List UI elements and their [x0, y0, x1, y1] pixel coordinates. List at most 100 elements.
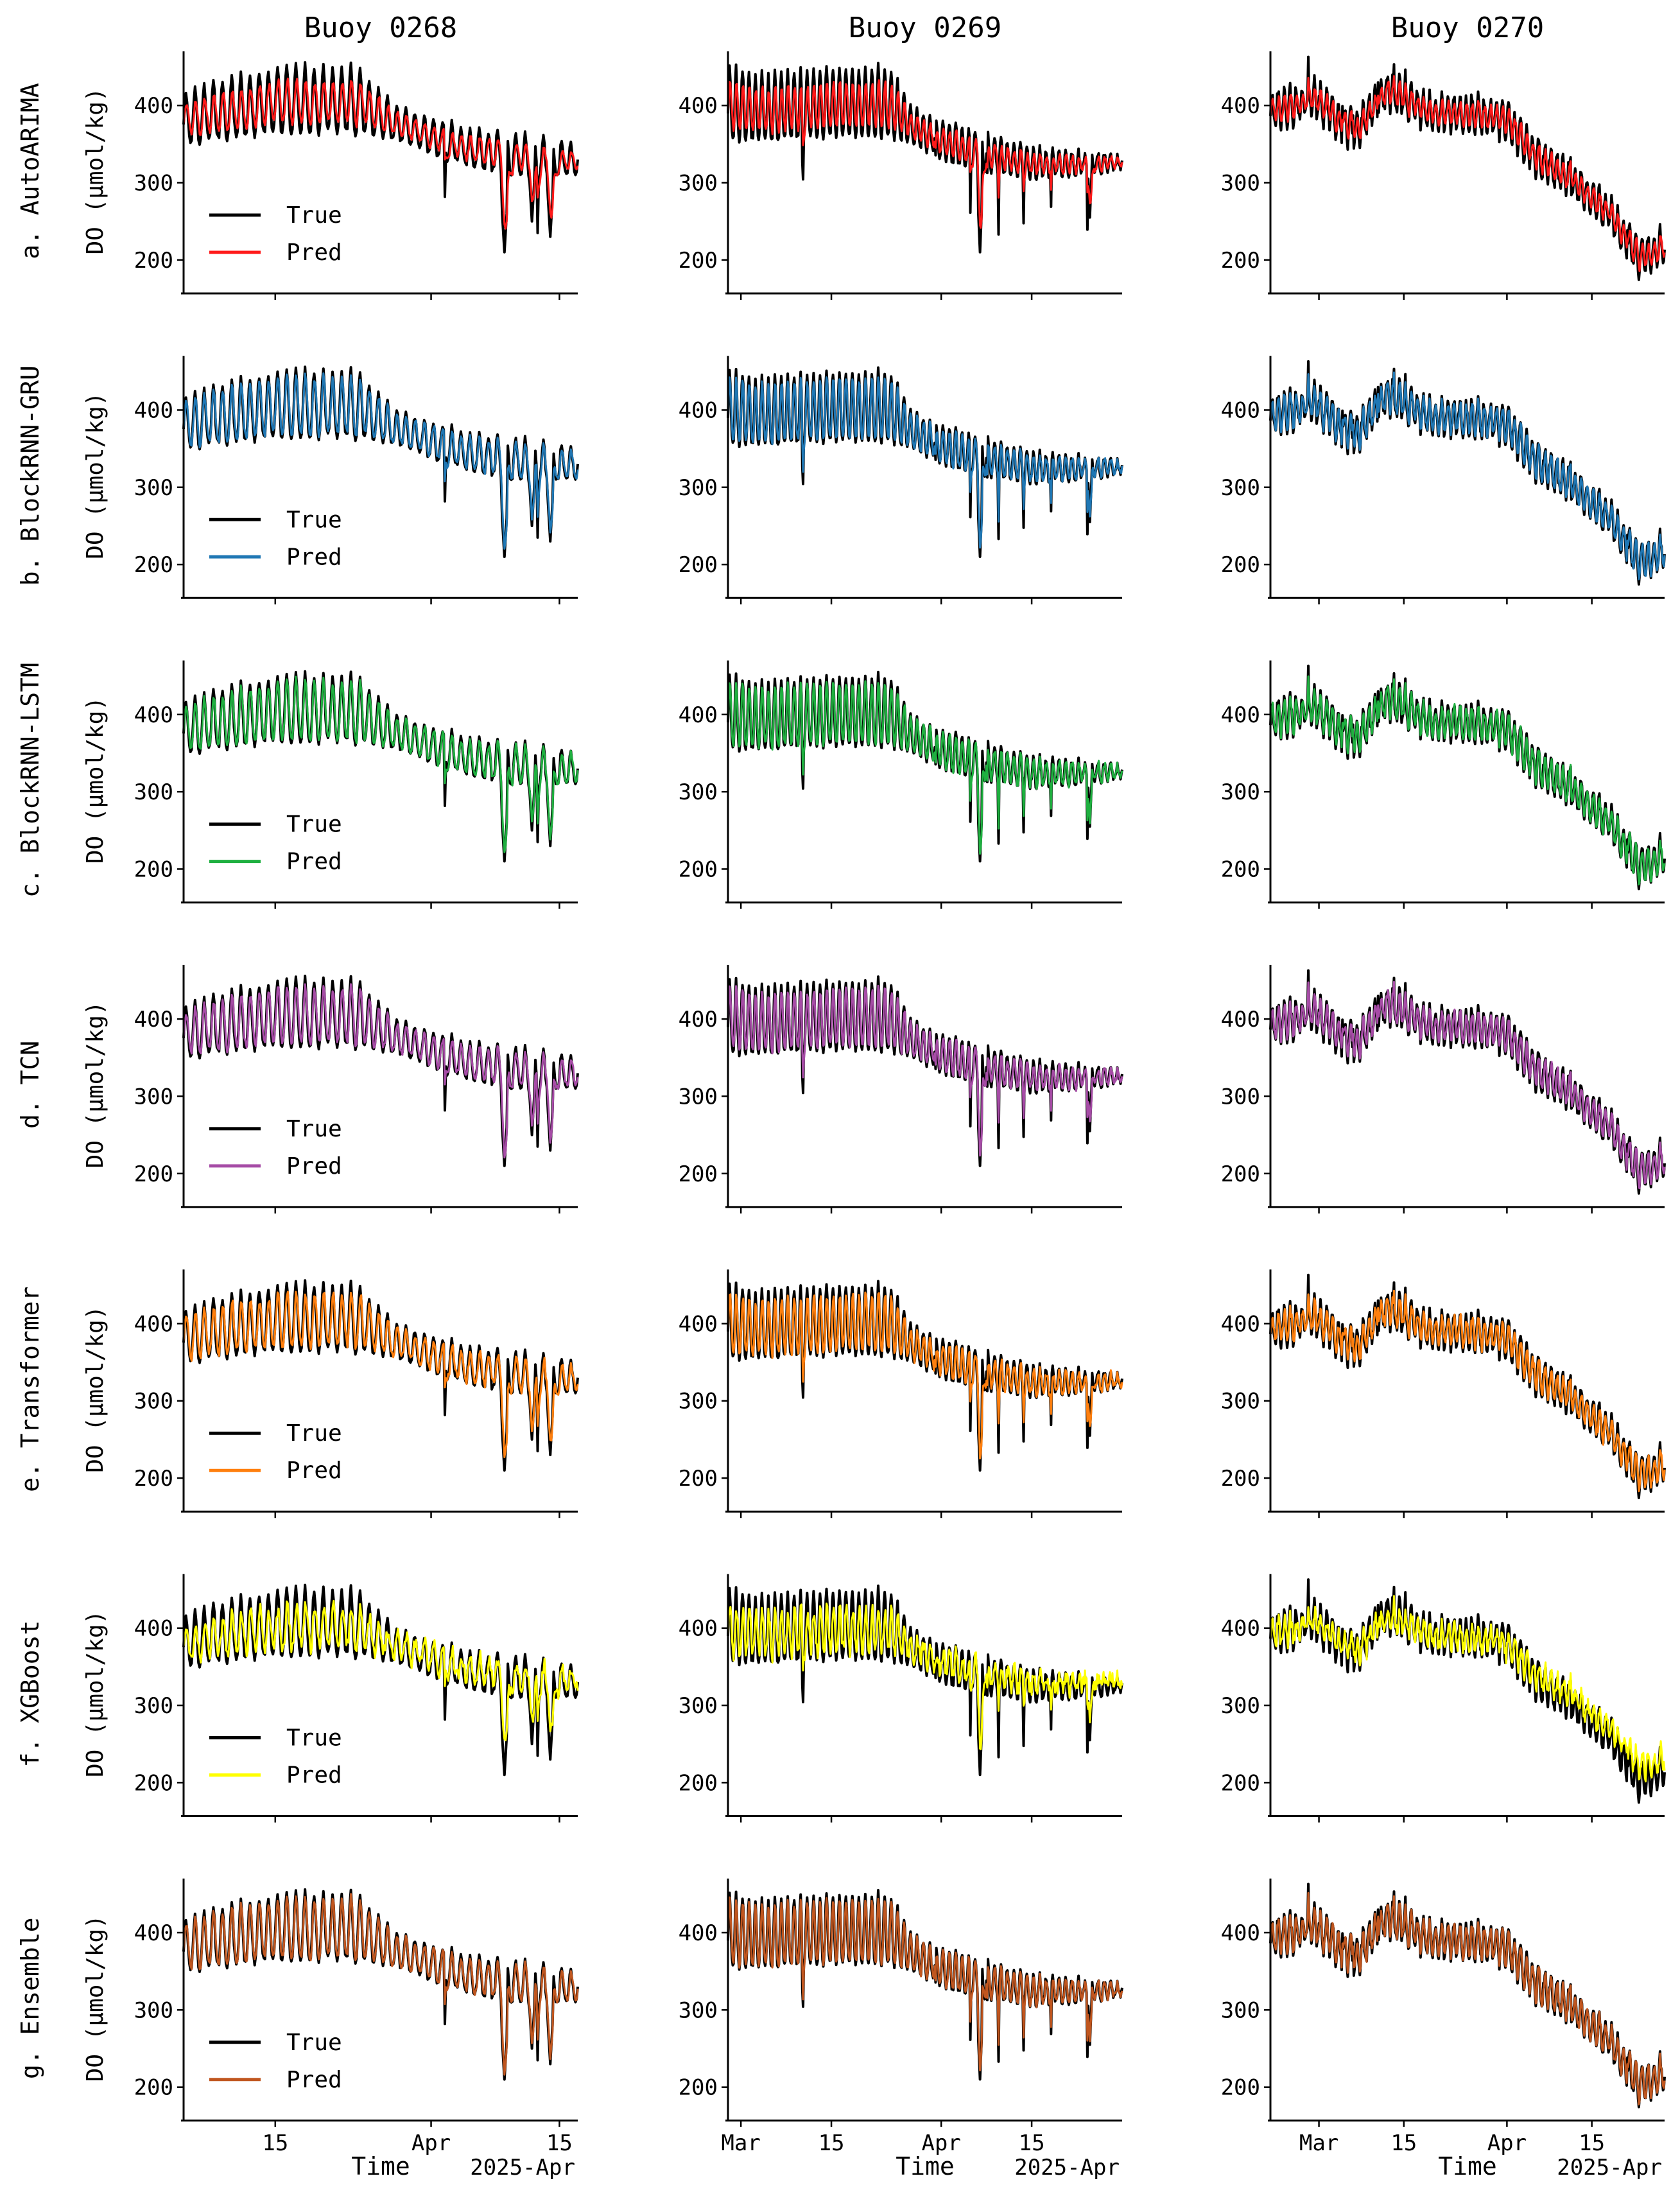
y-tick-label: 400	[1221, 702, 1260, 728]
y-tick-label: 400	[134, 1007, 173, 1032]
y-tick-label: 400	[134, 93, 173, 119]
y-tick-label: 300	[1221, 475, 1260, 501]
y-tick-label: 300	[134, 1084, 173, 1109]
y-tick-label: 300	[134, 1997, 173, 2023]
y-tick-label: 300	[134, 475, 173, 501]
y-tick-label: 400	[679, 702, 718, 728]
y-tick-label: 200	[134, 857, 173, 882]
y-tick-label: 200	[679, 248, 718, 274]
pred-series-line	[727, 1291, 1123, 1459]
subplot: 200 300 400 True Pred	[134, 964, 579, 1214]
pred-series-line	[182, 372, 579, 550]
legend-true-label: True	[286, 1420, 342, 1447]
row-label: e. Transformer	[16, 1287, 44, 1492]
pred-series-line	[727, 680, 1123, 855]
true-series-line	[182, 1583, 579, 1777]
subplot: 200 300 400	[1221, 356, 1666, 605]
y-tick-label: 300	[679, 1084, 718, 1109]
y-axis-label: DO (μmol/kg)	[82, 1610, 108, 1777]
legend-true-label: True	[286, 2030, 342, 2056]
legend-pred-label: Pred	[286, 544, 342, 570]
y-tick-label: 300	[134, 779, 173, 805]
subplot: 200 300 400 Mar 15 Apr 15 Time 2025-Apr	[679, 1878, 1123, 2180]
row-label: f. XGBoost	[16, 1621, 44, 1768]
x-tick-label: Mar	[1299, 2130, 1338, 2156]
pred-series-line	[727, 376, 1123, 549]
y-tick-label: 300	[1221, 779, 1260, 805]
y-tick-label: 200	[1221, 552, 1260, 578]
y-axis-label: DO (μmol/kg)	[82, 87, 108, 254]
y-tick-label: 200	[679, 857, 718, 882]
x-tick-label: 15	[546, 2130, 573, 2156]
subplot: 200 300 400 15 Apr 15 Time 2025-Apr True Pred	[134, 1878, 579, 2180]
row-label: b. BlockRNN-GRU	[16, 365, 44, 586]
x-axis-label: Time	[896, 2152, 955, 2180]
y-tick-label: 300	[1221, 1997, 1260, 2023]
y-tick-label: 300	[1221, 1389, 1260, 1414]
column-title: Buoy 0270	[1391, 12, 1544, 44]
x-tick-label: 15	[1579, 2130, 1605, 2156]
pred-series-line	[182, 1599, 579, 1741]
y-tick-label: 300	[679, 1693, 718, 1719]
y-tick-label: 400	[679, 93, 718, 119]
legend-pred-label: Pred	[286, 1457, 342, 1484]
y-tick-label: 300	[679, 779, 718, 805]
pred-series-line	[1269, 75, 1666, 272]
y-tick-label: 200	[1221, 857, 1260, 882]
legend-true-label: True	[286, 507, 342, 533]
pred-series-line	[727, 984, 1123, 1157]
pred-series-line	[1269, 1595, 1666, 1782]
x-offset-label: 2025-Apr	[1014, 2155, 1120, 2180]
pred-series-line	[182, 1893, 579, 2076]
y-tick-label: 400	[679, 1920, 718, 1946]
y-tick-label: 200	[134, 552, 173, 578]
y-tick-label: 400	[1221, 1007, 1260, 1032]
y-axis-label: DO (μmol/kg)	[82, 1001, 108, 1168]
y-tick-label: 200	[679, 1466, 718, 1492]
y-tick-label: 200	[679, 1162, 718, 1187]
x-tick-label: Apr	[1487, 2130, 1527, 2156]
subplot: 200 300 400 True Pred	[134, 660, 579, 909]
legend-pred-label: Pred	[286, 1762, 342, 1789]
y-tick-label: 400	[679, 1616, 718, 1642]
y-tick-label: 300	[134, 1389, 173, 1414]
x-tick-label: Apr	[411, 2130, 451, 2156]
row-label: g. Ensemble	[16, 1917, 44, 2079]
y-tick-label: 200	[134, 248, 173, 274]
y-tick-label: 400	[679, 1007, 718, 1032]
y-tick-label: 300	[1221, 1693, 1260, 1719]
x-offset-label: 2025-Apr	[1557, 2155, 1662, 2180]
y-tick-label: 200	[134, 1466, 173, 1492]
y-axis-label: DO (μmol/kg)	[82, 392, 108, 559]
subplot: 200 300 400	[1221, 1574, 1666, 1823]
y-axis-label: DO (μmol/kg)	[82, 1306, 108, 1473]
legend-pred-label: Pred	[286, 1153, 342, 1179]
legend-true-label: True	[286, 202, 342, 229]
pred-series-line	[727, 1602, 1123, 1750]
y-tick-label: 400	[134, 1616, 173, 1642]
row-label: a. AutoARIMA	[16, 83, 44, 259]
pred-series-line	[1269, 980, 1666, 1190]
column-title: Buoy 0268	[304, 12, 457, 44]
y-tick-label: 200	[1221, 1770, 1260, 1796]
subplot: 200 300 400 True Pred	[134, 1269, 579, 1518]
legend-true-label: True	[286, 1116, 342, 1142]
subplot: 200 300 400	[679, 51, 1123, 300]
legend-true-label: True	[286, 1725, 342, 1752]
subplot: 200 300 400	[1221, 660, 1666, 909]
legend-pred-label: Pred	[286, 849, 342, 875]
y-tick-label: 200	[679, 552, 718, 578]
true-series-line	[1269, 1273, 1666, 1499]
y-tick-label: 200	[1221, 248, 1260, 274]
y-tick-label: 300	[679, 475, 718, 501]
y-tick-label: 400	[1221, 1311, 1260, 1337]
subplot: 200 300 400 True Pred	[134, 51, 579, 300]
pred-series-line	[727, 1896, 1123, 2072]
subplot: 200 300 400	[679, 660, 1123, 909]
pred-series-line	[1269, 675, 1666, 885]
y-tick-label: 400	[134, 1920, 173, 1946]
true-series-line	[1269, 1883, 1666, 2109]
subplot: 200 300 400 Mar 15 Apr 15 Time 2025-Apr	[1221, 1878, 1666, 2180]
subplot: 200 300 400	[1221, 51, 1666, 300]
